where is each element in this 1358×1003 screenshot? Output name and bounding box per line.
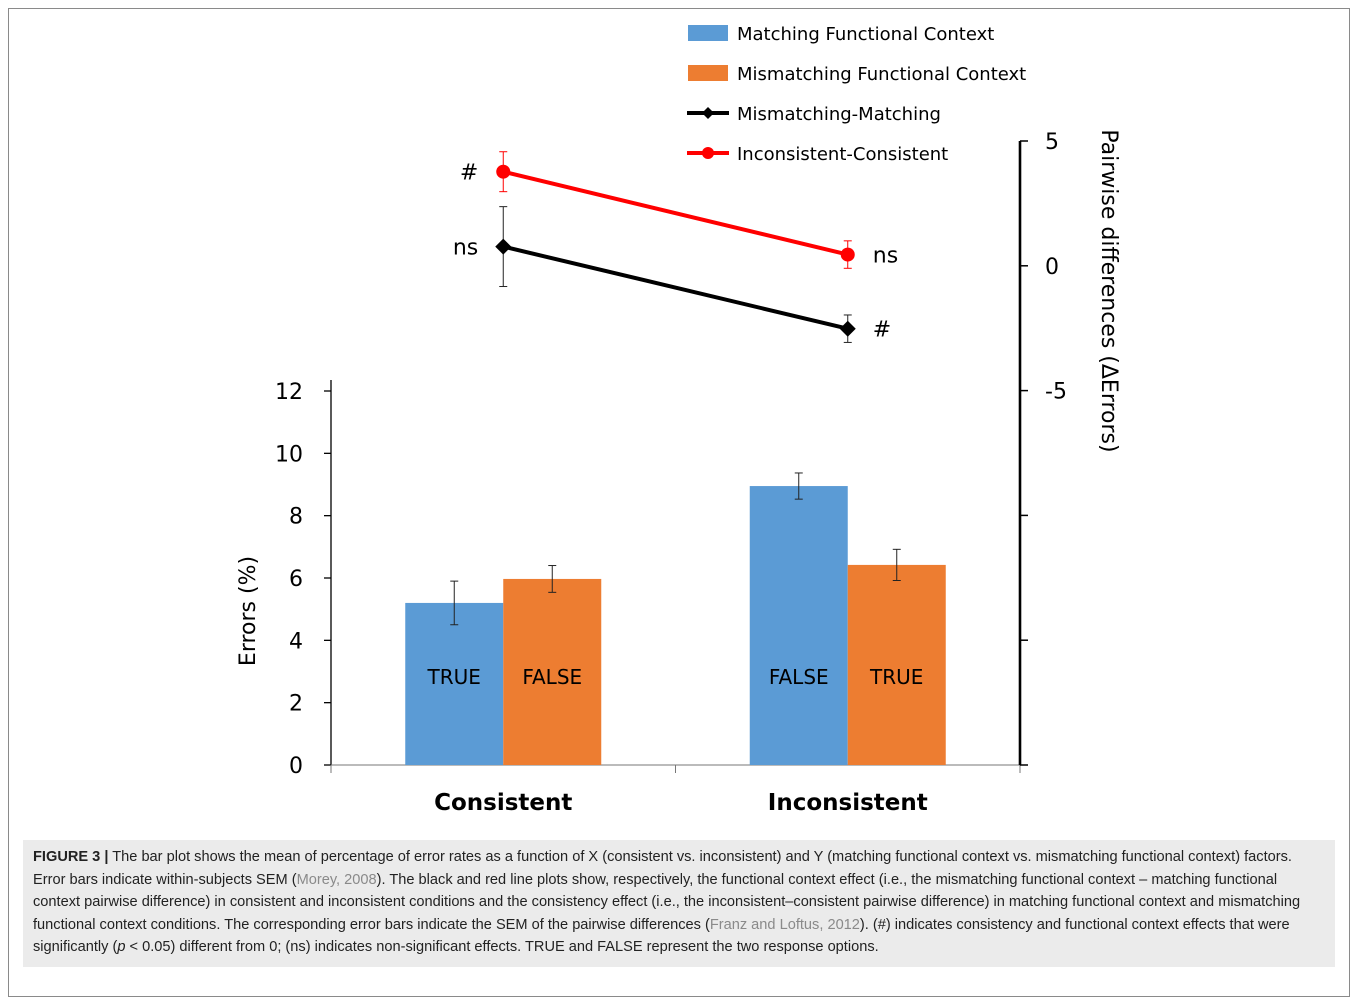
bar-label: TRUE bbox=[427, 665, 481, 689]
caption-label: FIGURE 3 | bbox=[33, 849, 109, 865]
x-tick-label: Inconsistent bbox=[768, 790, 928, 816]
caption-text: ). (#) indicates consistency and functio… bbox=[33, 916, 1290, 956]
data-point bbox=[495, 238, 512, 255]
line-chart: 5 0 -5 ns # # ns bbox=[453, 130, 1067, 766]
figure-frame bbox=[8, 8, 1350, 997]
y-tick-label-left: 2 bbox=[289, 692, 303, 717]
caption-p-symbol: p bbox=[117, 939, 126, 955]
significance-annotation: # bbox=[873, 318, 891, 343]
legend: Matching Functional Context Mismatching F… bbox=[687, 24, 1026, 165]
bar bbox=[749, 486, 848, 765]
caption-text: < 0.05) different from 0; (ns) indicates… bbox=[125, 939, 879, 955]
significance-annotation: ns bbox=[453, 236, 478, 261]
bar-label: FALSE bbox=[769, 665, 829, 689]
y-axis-label-left: Errors (%) bbox=[236, 556, 261, 666]
caption-text: ). The black and red line plots show, re… bbox=[33, 871, 1301, 933]
series-line bbox=[502, 244, 849, 331]
y-tick-label-left: 6 bbox=[289, 567, 303, 592]
series-line bbox=[502, 169, 849, 257]
y-tick-label-left: 12 bbox=[275, 380, 303, 405]
legend-swatch bbox=[688, 25, 728, 41]
caption-ref-morey[interactable]: Morey, 2008 bbox=[296, 871, 377, 888]
y-tick-label-right: -5 bbox=[1045, 380, 1067, 405]
y-tick-label-left: 4 bbox=[289, 629, 303, 654]
legend-swatch bbox=[688, 65, 728, 81]
caption-ref-franz[interactable]: Franz and Loftus, 2012 bbox=[709, 916, 860, 933]
data-point bbox=[496, 164, 511, 179]
y-tick-label-left: 0 bbox=[289, 754, 303, 779]
figure-chart: 0 2 4 6 8 10 12 Consistent Inconsistent TRUE FALSE… bbox=[236, 24, 1121, 816]
y-tick-label-right: 5 bbox=[1045, 130, 1059, 155]
y-tick-label-left: 10 bbox=[275, 442, 303, 467]
y-axis-label-right: Pairwise differences (ΔErrors) bbox=[1096, 129, 1121, 452]
legend-label: Mismatching Functional Context bbox=[737, 64, 1026, 85]
legend-label: Inconsistent-Consistent bbox=[737, 144, 948, 165]
legend-marker bbox=[702, 147, 714, 159]
caption-text: The bar plot shows the mean of percentag… bbox=[33, 849, 1292, 888]
legend-marker bbox=[702, 107, 714, 119]
bar bbox=[847, 564, 946, 765]
y-tick-label-right: 0 bbox=[1045, 255, 1059, 280]
bar-label: FALSE bbox=[522, 665, 582, 689]
figure-caption: FIGURE 3 | The bar plot shows the mean o… bbox=[23, 840, 1335, 967]
bar bbox=[503, 578, 602, 765]
data-point bbox=[839, 320, 856, 337]
x-tick-label: Consistent bbox=[434, 790, 572, 816]
y-tick-label-left: 8 bbox=[289, 505, 303, 530]
bar bbox=[405, 602, 504, 765]
legend-label: Matching Functional Context bbox=[737, 24, 994, 45]
bar-chart: 0 2 4 6 8 10 12 Consistent Inconsistent TRUE FALSE… bbox=[275, 380, 1021, 816]
significance-annotation: # bbox=[460, 161, 478, 186]
legend-label: Mismatching-Matching bbox=[737, 104, 941, 125]
significance-annotation: ns bbox=[873, 244, 898, 269]
data-point bbox=[840, 247, 855, 262]
bar-label: TRUE bbox=[869, 665, 923, 689]
